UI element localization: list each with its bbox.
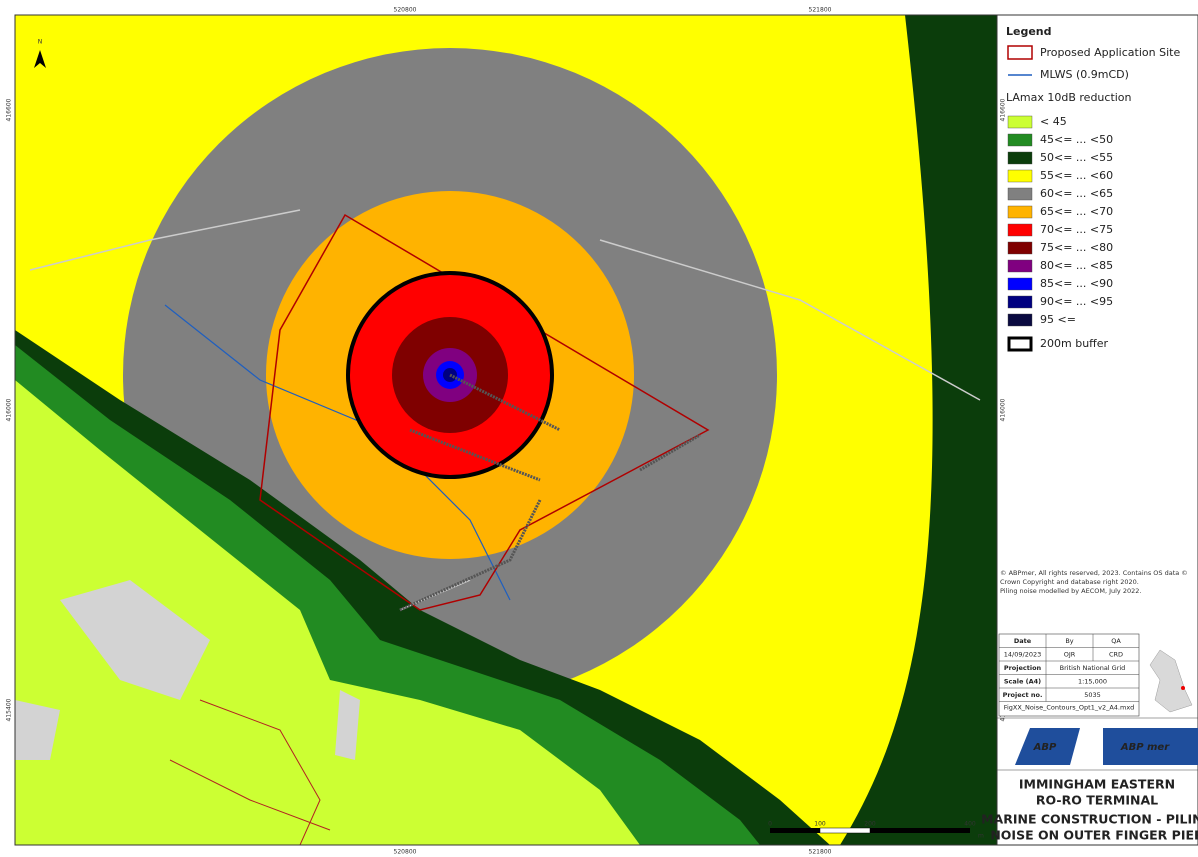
grid-label: 416000 bbox=[1000, 398, 1007, 421]
legend-label: 200m buffer bbox=[1040, 337, 1109, 350]
legend-label: 95 <= bbox=[1040, 313, 1076, 326]
inset-map bbox=[1149, 649, 1193, 713]
table-cell: Project no. bbox=[1003, 691, 1043, 699]
table-cell: QA bbox=[1111, 637, 1121, 645]
title: RO-RO TERMINAL bbox=[1036, 793, 1158, 808]
legend-swatch bbox=[1007, 259, 1033, 273]
legend-label: 80<= ... <85 bbox=[1040, 259, 1113, 272]
logo-text: ABP mer bbox=[1120, 742, 1170, 753]
subtitle: NOISE ON OUTER FINGER PIER bbox=[990, 828, 1198, 843]
legend-swatch bbox=[1007, 187, 1033, 201]
table-cell: By bbox=[1065, 637, 1073, 645]
scale-label: 100 bbox=[814, 821, 826, 828]
legend-label: 45<= ... <50 bbox=[1040, 133, 1113, 146]
built-area bbox=[335, 690, 360, 760]
legend-swatch bbox=[1007, 313, 1033, 327]
legend-swatch bbox=[1007, 115, 1033, 129]
built-area bbox=[15, 700, 60, 760]
grid-label: 416000 bbox=[6, 398, 13, 421]
land-light bbox=[15, 380, 640, 845]
legend-swatch bbox=[1007, 223, 1033, 237]
legend-swatch bbox=[1007, 205, 1033, 219]
built-area bbox=[60, 580, 210, 700]
table-cell: 5035 bbox=[1084, 691, 1101, 699]
legend-swatch bbox=[1007, 295, 1033, 309]
legend-swatch bbox=[1007, 45, 1033, 60]
logo-abpmer bbox=[1103, 728, 1198, 765]
scale-bar bbox=[770, 828, 820, 833]
legend-label: 65<= ... <70 bbox=[1040, 205, 1113, 218]
scale-unit: m bbox=[978, 833, 984, 840]
table-cell: Projection bbox=[1004, 664, 1042, 672]
legend-swatch bbox=[1007, 277, 1033, 291]
inset-marker bbox=[1181, 686, 1185, 690]
legend-label: 50<= ... <55 bbox=[1040, 151, 1113, 164]
logo-abp bbox=[1015, 728, 1080, 765]
legend-label: 75<= ... <80 bbox=[1040, 241, 1113, 254]
legend-label: Proposed Application Site bbox=[1040, 46, 1180, 59]
title: IMMINGHAM EASTERN bbox=[1019, 777, 1175, 792]
map-area bbox=[15, 15, 997, 845]
boundary bbox=[169, 699, 331, 845]
grid-label: 521800 bbox=[809, 849, 832, 856]
pier-structure bbox=[399, 373, 701, 612]
scale-bar bbox=[870, 828, 970, 833]
legend-swatch bbox=[1007, 169, 1033, 183]
scale-label: 0 bbox=[768, 821, 772, 828]
grid-label: 415400 bbox=[6, 698, 13, 721]
table-cell: Date bbox=[1014, 637, 1032, 645]
scale-bar bbox=[819, 827, 871, 834]
legend-label: MLWS (0.9mCD) bbox=[1040, 68, 1129, 81]
file-name: FigXX_Noise_Contours_Opt1_v2_A4.mxd bbox=[1004, 704, 1135, 712]
legend-swatch bbox=[1007, 151, 1033, 165]
legend-label: 55<= ... <60 bbox=[1040, 169, 1113, 182]
legend-swatch bbox=[1007, 241, 1033, 255]
table-cell: Scale (A4) bbox=[1004, 677, 1041, 685]
legend-label: < 45 bbox=[1040, 115, 1067, 128]
copyright: © ABPmer, All rights reserved, 2023. Con… bbox=[1000, 569, 1188, 577]
copyright: Piling noise modelled by AECOM, July 202… bbox=[1000, 587, 1141, 595]
legend-label: 85<= ... <90 bbox=[1040, 277, 1113, 290]
north-label: N bbox=[38, 39, 43, 46]
legend-swatch bbox=[1007, 336, 1033, 352]
table-cell: British National Grid bbox=[1060, 664, 1126, 672]
info-table: Date By QA 14/09/2023 OJR CRD Projection Britis… bbox=[998, 633, 1140, 717]
legend-items: < 45 45<= ... <50 50<= ... <55 55<= ... <60… bbox=[1007, 115, 1113, 327]
copyright: Crown Copyright and database right 2020. bbox=[1000, 578, 1139, 586]
legend-label: 70<= ... <75 bbox=[1040, 223, 1113, 236]
scale-label: 400 bbox=[964, 821, 976, 828]
logo-text: ABP bbox=[1033, 742, 1057, 753]
legend-title: Legend bbox=[1006, 25, 1052, 38]
grid-label: 416600 bbox=[1000, 98, 1007, 121]
grid-label: 521800 bbox=[809, 7, 832, 14]
subtitle: MARINE CONSTRUCTION - PILING bbox=[981, 812, 1198, 827]
zone-50-55 bbox=[840, 15, 997, 845]
legend-subtitle: LAmax 10dB reduction bbox=[1006, 91, 1132, 104]
table-cell: 14/09/2023 bbox=[1004, 650, 1041, 658]
application-site bbox=[259, 213, 710, 611]
legend-label: 90<= ... <95 bbox=[1040, 295, 1113, 308]
scale-label: 200 bbox=[864, 821, 876, 828]
grid-label: 520800 bbox=[394, 849, 417, 856]
table-cell: OJR bbox=[1064, 650, 1076, 658]
table-cell: 1:15,000 bbox=[1078, 677, 1107, 685]
table-cell: CRD bbox=[1109, 650, 1123, 658]
legend-swatch bbox=[1007, 133, 1033, 147]
grid-label: 416600 bbox=[6, 98, 13, 121]
grid-label: 520800 bbox=[394, 7, 417, 14]
north-arrow bbox=[34, 50, 46, 68]
legend-label: 60<= ... <65 bbox=[1040, 187, 1113, 200]
